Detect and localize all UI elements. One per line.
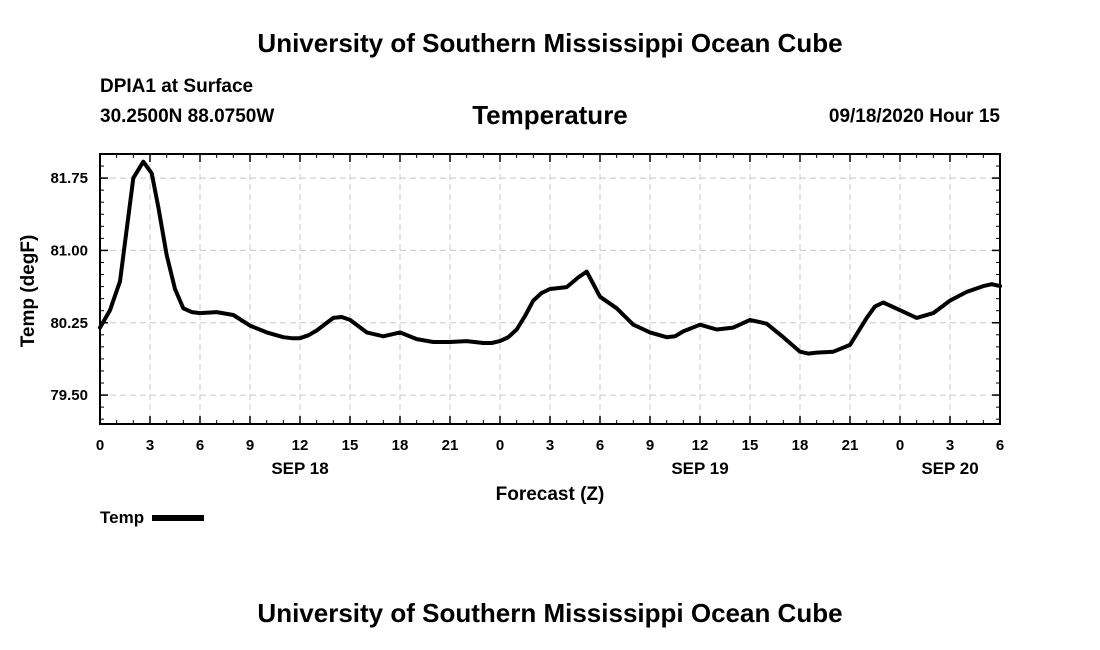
x-tick-label: 3 <box>146 437 154 454</box>
bottom-title: University of Southern Mississippi Ocean… <box>257 598 843 628</box>
y-tick-label: 79.50 <box>50 387 88 404</box>
x-tick-label: 3 <box>946 437 954 454</box>
x-tick-label: 0 <box>896 437 904 454</box>
date-label: SEP 20 <box>921 459 978 478</box>
legend-line-swatch <box>152 515 205 521</box>
date-label: SEP 19 <box>671 459 728 478</box>
axis-labels: 0 3 6 9 12 15 18 21 0 3 6 9 12 15 18 21 0 3 6 79.50 80.25 81.… <box>50 170 1004 478</box>
temp-series-line <box>98 159 1002 356</box>
x-tick-label: 6 <box>596 437 604 454</box>
x-tick-label: 21 <box>842 437 859 454</box>
y-tick-label: 81.00 <box>50 242 88 259</box>
x-tick-label: 0 <box>496 437 504 454</box>
x-tick-label: 18 <box>792 437 809 454</box>
x-tick-label: 0 <box>96 437 104 454</box>
x-tick-label: 6 <box>996 437 1004 454</box>
legend-label: Temp <box>100 508 145 527</box>
x-tick-label: 21 <box>442 437 459 454</box>
x-tick-label: 12 <box>692 437 709 454</box>
top-title: University of Southern Mississippi Ocean… <box>257 28 843 58</box>
grid-lines <box>100 154 1000 424</box>
coordinates-label: 30.2500N 88.0750W <box>100 106 275 127</box>
x-tick-label: 9 <box>246 437 254 454</box>
chart-title: Temperature <box>472 100 628 130</box>
x-tick-label: 18 <box>392 437 409 454</box>
x-tick-label: 6 <box>196 437 204 454</box>
x-tick-label: 3 <box>546 437 554 454</box>
forecast-datetime: 09/18/2020 Hour 15 <box>828 106 1000 127</box>
y-axis-label: Temp (degF) <box>18 235 39 348</box>
x-axis-label: Forecast (Z) <box>496 484 605 505</box>
x-tick-label: 15 <box>342 437 359 454</box>
x-tick-label: 9 <box>646 437 654 454</box>
y-tick-label: 80.25 <box>50 315 88 332</box>
legend: Temp <box>100 508 205 528</box>
x-tick-label: 12 <box>292 437 309 454</box>
y-tick-label: 81.75 <box>50 170 88 187</box>
station-label: DPIA1 at Surface <box>100 76 254 97</box>
date-label: SEP 18 <box>271 459 328 478</box>
axis-ticks <box>99 153 1001 424</box>
x-tick-label: 15 <box>742 437 759 454</box>
